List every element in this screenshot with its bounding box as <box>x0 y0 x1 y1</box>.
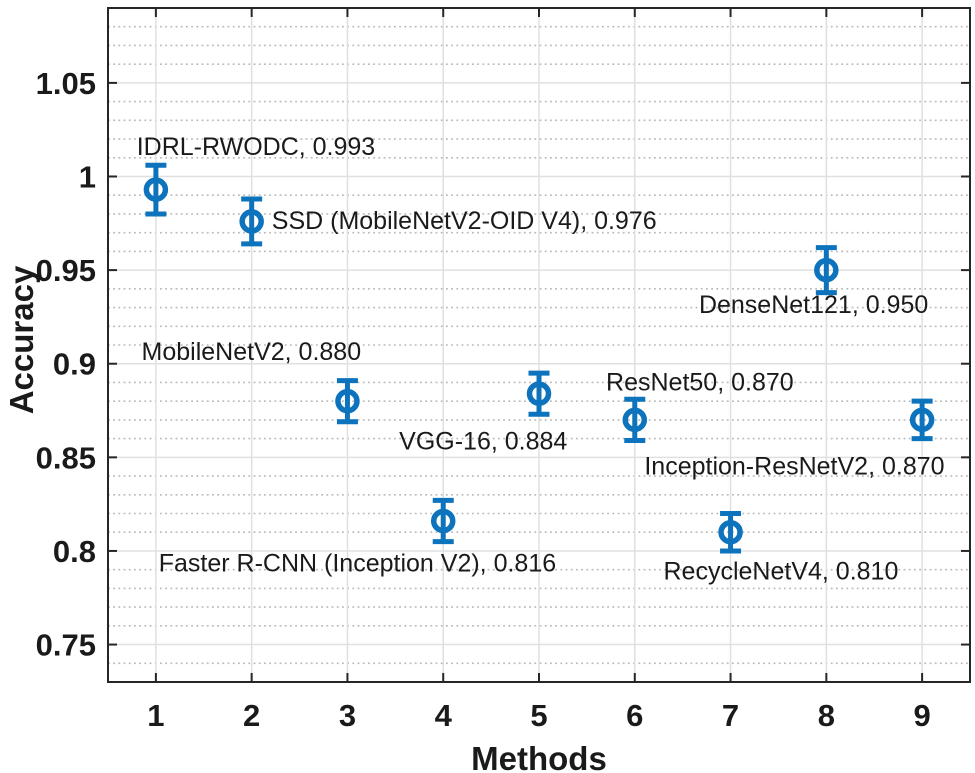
data-point-marker <box>909 407 935 433</box>
x-tick-label: 2 <box>243 698 260 733</box>
x-tick-label: 7 <box>722 698 739 733</box>
point-label: RecycleNetV4, 0.810 <box>664 557 899 585</box>
data-point-marker <box>430 508 456 534</box>
y-tick-label: 0.9 <box>53 347 96 382</box>
point-label: MobileNetV2, 0.880 <box>142 338 362 366</box>
point-label: IDRL-RWODC, 0.993 <box>137 133 376 161</box>
data-point-marker <box>335 388 360 414</box>
x-axis-title: Methods <box>471 740 607 773</box>
point-label: ResNet50, 0.870 <box>606 368 794 396</box>
y-tick-label: 1 <box>79 160 96 195</box>
data-point-marker <box>814 257 839 283</box>
y-tick-label: 0.95 <box>36 253 96 288</box>
y-tick-label: 1.05 <box>36 66 96 101</box>
point-label: Inception-ResNetV2, 0.870 <box>644 452 944 480</box>
x-tick-label: 6 <box>626 698 643 733</box>
x-tick-label: 8 <box>818 698 835 733</box>
point-label: DenseNet121, 0.950 <box>699 291 928 319</box>
x-tick-label: 9 <box>913 698 930 733</box>
point-label: SSD (MobileNetV2-OID V4), 0.976 <box>272 207 657 235</box>
y-tick-label: 0.8 <box>53 534 96 569</box>
y-tick-label: 0.75 <box>36 628 96 663</box>
data-point-marker <box>718 519 743 545</box>
x-tick-label: 4 <box>435 698 453 733</box>
x-tick-label: 5 <box>530 698 547 733</box>
data-point-marker <box>622 407 648 433</box>
point-label: Faster R-CNN (Inception V2), 0.816 <box>159 550 556 578</box>
y-axis-title: Accuracy <box>3 265 40 415</box>
data-point-marker <box>143 177 169 202</box>
x-tick-label: 1 <box>147 698 164 733</box>
point-label: VGG-16, 0.884 <box>399 427 567 455</box>
data-point-marker <box>526 381 552 406</box>
y-tick-label: 0.85 <box>36 440 96 475</box>
x-tick-label: 3 <box>339 698 356 733</box>
data-point-marker <box>239 209 264 234</box>
